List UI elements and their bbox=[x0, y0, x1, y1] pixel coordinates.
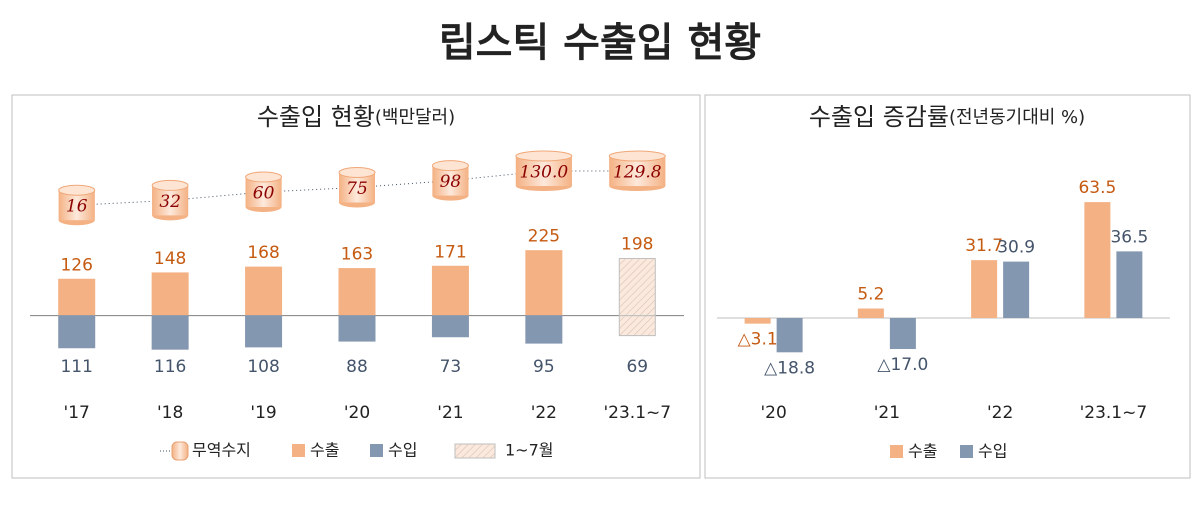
bar bbox=[1003, 261, 1030, 318]
value-label: 108 bbox=[247, 357, 279, 377]
cylinder-part bbox=[608, 150, 666, 162]
bar bbox=[431, 315, 469, 338]
bar bbox=[151, 272, 189, 317]
value-label: 31.7 bbox=[965, 236, 1003, 256]
value-label: 126 bbox=[60, 255, 92, 275]
legend-label: 수출 bbox=[310, 441, 339, 460]
bar bbox=[431, 265, 469, 317]
x-tick-label: '20 bbox=[344, 403, 370, 423]
value-label: 111 bbox=[60, 357, 92, 377]
legend-label: 수입 bbox=[388, 441, 417, 460]
value-label: △3.1 bbox=[738, 330, 778, 350]
x-tick-label: '20 bbox=[760, 403, 786, 423]
cylinder bbox=[431, 160, 469, 201]
chart-title: 수출입 증감률(전년동기대비 %) bbox=[809, 103, 1085, 131]
balance-label: 16 bbox=[66, 197, 88, 217]
x-tick-label: '23.1~7 bbox=[1080, 403, 1148, 423]
x-tick-label: '22 bbox=[987, 403, 1013, 423]
legend-label: 수입 bbox=[978, 442, 1007, 461]
value-label: 95 bbox=[533, 357, 555, 377]
value-label: 88 bbox=[346, 357, 368, 377]
cylinder bbox=[608, 150, 666, 192]
cylinder-part bbox=[151, 179, 189, 191]
bar bbox=[338, 268, 376, 317]
page-title: 립스틱 수출입 현황 bbox=[439, 20, 761, 66]
balance-label: 32 bbox=[159, 192, 181, 212]
cylinder-part bbox=[515, 150, 573, 162]
bar bbox=[1116, 251, 1143, 318]
cylinder-part bbox=[245, 171, 283, 183]
legend-swatch bbox=[171, 441, 189, 461]
bar bbox=[618, 315, 656, 337]
balance-label: 98 bbox=[440, 172, 462, 192]
bar bbox=[338, 315, 376, 342]
value-label: 73 bbox=[440, 357, 462, 377]
value-label: 36.5 bbox=[1110, 227, 1148, 247]
value-label: 116 bbox=[154, 357, 186, 377]
cylinder bbox=[515, 150, 573, 191]
value-label: 198 bbox=[621, 234, 653, 254]
x-tick-label: '23.1~7 bbox=[603, 403, 671, 423]
cylinder-part bbox=[338, 167, 376, 178]
value-label: 163 bbox=[341, 245, 373, 265]
value-label: 63.5 bbox=[1078, 178, 1116, 198]
cylinder bbox=[245, 171, 283, 212]
x-tick-label: '17 bbox=[64, 403, 90, 423]
chart-title: 수출입 현황(백만달러) bbox=[257, 103, 455, 131]
legend-swatch bbox=[454, 443, 496, 459]
panel bbox=[11, 94, 701, 479]
balance-label: 60 bbox=[253, 184, 275, 204]
bar bbox=[245, 315, 283, 348]
legend-label: 수출 bbox=[908, 442, 937, 461]
legend-label: 무역수지 bbox=[192, 441, 251, 460]
value-label: 148 bbox=[154, 249, 186, 269]
legend-swatch bbox=[890, 445, 903, 458]
x-tick-label: '18 bbox=[157, 403, 183, 423]
bar bbox=[245, 266, 283, 317]
cylinder bbox=[151, 179, 189, 221]
value-label: 69 bbox=[626, 357, 648, 377]
bar bbox=[744, 318, 771, 324]
legend-swatch bbox=[292, 444, 305, 457]
bar bbox=[58, 278, 96, 317]
value-label: △17.0 bbox=[877, 355, 928, 375]
bar bbox=[1084, 202, 1111, 318]
value-label: △18.8 bbox=[764, 358, 815, 378]
bar bbox=[776, 318, 803, 353]
cylinder-part bbox=[431, 160, 469, 172]
legend-swatch bbox=[370, 444, 383, 457]
balance-label: 130.0 bbox=[520, 163, 569, 183]
cylinder bbox=[58, 184, 96, 226]
bar bbox=[58, 315, 96, 349]
legend-label: 1~7월 bbox=[505, 441, 554, 460]
bar bbox=[857, 308, 884, 318]
panel bbox=[704, 94, 1191, 479]
balance-label: 129.8 bbox=[613, 163, 662, 183]
value-label: 225 bbox=[528, 227, 560, 247]
bar bbox=[889, 318, 916, 350]
value-label: 5.2 bbox=[857, 285, 884, 305]
value-label: 171 bbox=[434, 242, 466, 262]
value-label: 168 bbox=[247, 243, 279, 263]
x-tick-label: '19 bbox=[250, 403, 276, 423]
cylinder-part bbox=[58, 184, 96, 196]
bar bbox=[525, 315, 563, 344]
x-tick-label: '21 bbox=[437, 403, 463, 423]
bar bbox=[525, 250, 563, 317]
bar bbox=[971, 260, 998, 318]
bar bbox=[151, 315, 189, 350]
bar bbox=[618, 257, 656, 317]
cylinder bbox=[338, 167, 376, 208]
x-tick-label: '22 bbox=[531, 403, 557, 423]
balance-label: 75 bbox=[346, 179, 368, 199]
legend-swatch bbox=[960, 445, 973, 458]
x-tick-label: '21 bbox=[874, 403, 900, 423]
value-label: 30.9 bbox=[997, 238, 1035, 258]
